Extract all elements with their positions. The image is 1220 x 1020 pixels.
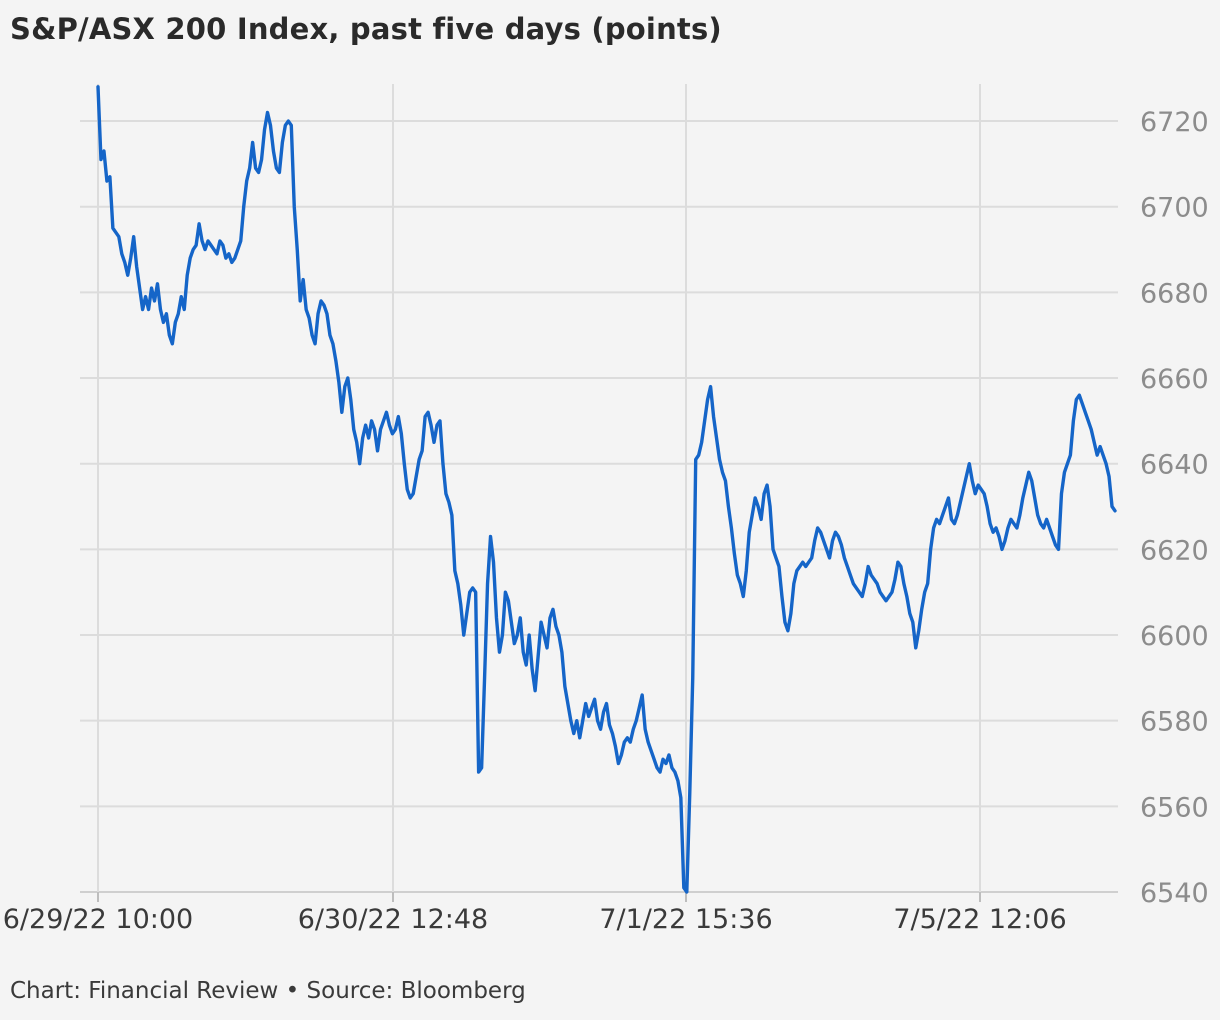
y-tick-label: 6640 <box>1140 450 1209 481</box>
chart-title: S&P/ASX 200 Index, past five days (point… <box>10 12 722 46</box>
horizontal-gridlines <box>80 120 1118 893</box>
chart-source-footer: Chart: Financial Review • Source: Bloomb… <box>10 978 526 1004</box>
y-tick-label: 6700 <box>1140 193 1209 224</box>
x-tick-label: 7/5/22 12:06 <box>893 904 1066 935</box>
y-tick-label: 6540 <box>1140 878 1209 909</box>
x-tick-label: 6/30/22 12:48 <box>298 904 488 935</box>
x-axis-labels: 6/29/22 10:00 6/30/22 12:48 7/1/22 15:36 7/… <box>3 904 1067 935</box>
y-tick-label: 6560 <box>1140 792 1209 823</box>
y-axis-labels: 6540 6560 6580 6600 6620 6640 6660 6680 6700 6720 <box>1140 107 1209 909</box>
y-tick-label: 6580 <box>1140 707 1209 738</box>
y-tick-label: 6660 <box>1140 364 1209 395</box>
x-tick-label: 7/1/22 15:36 <box>599 904 772 935</box>
y-tick-label: 6720 <box>1140 107 1209 138</box>
y-tick-label: 6680 <box>1140 278 1209 309</box>
series-line <box>96 85 1117 894</box>
y-tick-label: 6600 <box>1140 621 1209 652</box>
y-tick-label: 6620 <box>1140 535 1209 566</box>
x-tick-label: 6/29/22 10:00 <box>3 904 193 935</box>
